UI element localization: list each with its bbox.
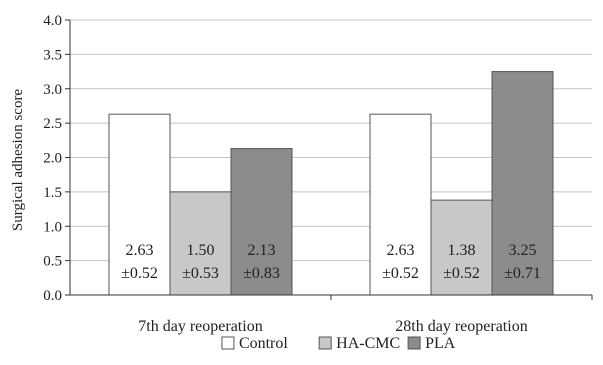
legend-label: HA-CMC [336,335,400,352]
y-tick-label: 3.5 [43,47,62,63]
legend: Control HA-CMC PLA [221,335,456,352]
y-tick-label: 3.0 [43,82,62,98]
bar-sd-label: ±0.53 [182,265,219,282]
legend-label: Control [239,335,288,352]
bar-sd-label: ±0.52 [121,265,158,282]
legend-swatch [318,336,332,350]
y-tick-label: 2.0 [43,151,62,167]
y-axis: 0.0 0.5 1.0 1.5 2.0 2.5 3.0 3.5 4.0 [43,13,71,304]
bar-sd-label: ±0.83 [243,265,280,282]
x-tick-label: 28th day reoperation [395,318,527,335]
bar-pla [491,71,554,296]
bar-value-label: 2.13 [248,242,276,259]
y-tick-label: 1.5 [43,185,62,201]
bar-pla [230,148,293,296]
bar-value-label: 3.25 [509,242,537,259]
bars: 2.63 ±0.52 1.50 ±0.53 2.13 ±0.83 2.63 ±0.52 1.38… [108,71,554,296]
y-tick-label: 0.5 [43,254,62,270]
legend-swatch [407,336,421,350]
y-tick-label: 2.5 [43,116,62,132]
bar-control [108,113,171,296]
bar-value-label: 1.50 [187,242,215,259]
y-tick-label: 4.0 [43,13,62,29]
y-tick-label: 0.0 [43,288,62,304]
bar-sd-label: ±0.71 [504,265,541,282]
bar-sd-label: ±0.52 [382,265,419,282]
bar-value-label: 2.63 [126,242,154,259]
legend-label: PLA [425,335,456,352]
y-axis-label: Surgical adhesion score [10,89,26,232]
x-axis: 7th day reoperation 28th day reoperation [70,294,593,335]
y-tick-label: 1.0 [43,219,62,235]
bar-value-label: 1.38 [448,242,476,259]
bar-sd-label: ±0.52 [443,265,480,282]
bar-ha-cmc [169,191,232,296]
legend-swatch [221,336,235,350]
bar-value-label: 2.63 [387,242,415,259]
x-tick-label: 7th day reoperation [138,318,262,335]
